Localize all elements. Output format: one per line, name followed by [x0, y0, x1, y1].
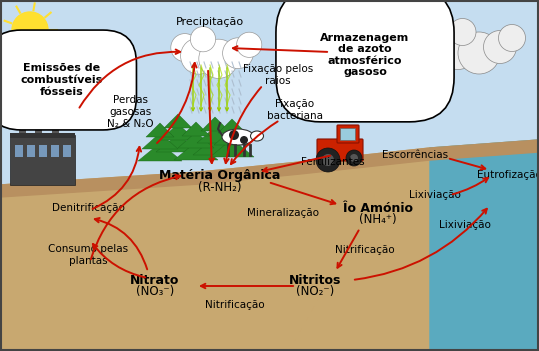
Circle shape — [499, 25, 526, 52]
Polygon shape — [193, 137, 237, 155]
Polygon shape — [164, 114, 192, 128]
Circle shape — [19, 100, 29, 110]
Circle shape — [449, 19, 476, 46]
Circle shape — [19, 92, 29, 102]
Circle shape — [223, 38, 253, 68]
Text: (R-NH₂): (R-NH₂) — [198, 180, 242, 193]
Circle shape — [35, 87, 45, 97]
Text: Nitrificação: Nitrificação — [205, 300, 265, 310]
Text: (NO₃⁻): (NO₃⁻) — [136, 285, 174, 298]
Text: Consumo pelas
plantas: Consumo pelas plantas — [48, 244, 128, 266]
Bar — [15, 145, 23, 157]
Circle shape — [19, 85, 29, 95]
Text: Fixação
bacteriana: Fixação bacteriana — [267, 99, 323, 121]
Text: Îo Amónio: Îo Amónio — [343, 201, 413, 214]
Text: Escorrências: Escorrências — [382, 150, 448, 160]
Text: Nitritos: Nitritos — [289, 273, 341, 286]
Polygon shape — [156, 134, 200, 152]
Ellipse shape — [251, 131, 264, 141]
Bar — [27, 145, 35, 157]
Polygon shape — [138, 143, 182, 161]
Bar — [10, 133, 75, 138]
Circle shape — [181, 38, 217, 74]
Circle shape — [458, 32, 500, 74]
FancyBboxPatch shape — [317, 139, 363, 161]
Text: Lixiviação: Lixiviação — [439, 220, 491, 230]
Polygon shape — [214, 129, 250, 145]
Bar — [340, 128, 355, 140]
Text: Emissões de
combustíveis
fósseis: Emissões de combustíveis fósseis — [21, 64, 103, 97]
Bar — [39, 145, 47, 157]
Polygon shape — [210, 139, 254, 157]
Circle shape — [237, 32, 262, 58]
Text: Matéria Orgânica: Matéria Orgânica — [160, 168, 281, 181]
Polygon shape — [0, 140, 539, 351]
Text: (NH₄⁺): (NH₄⁺) — [359, 213, 397, 226]
Circle shape — [52, 88, 62, 98]
Polygon shape — [142, 133, 178, 149]
Polygon shape — [182, 122, 210, 136]
Text: Fertilizantes: Fertilizantes — [301, 157, 365, 167]
Circle shape — [52, 95, 62, 105]
Text: Nitrificação: Nitrificação — [335, 245, 395, 255]
Circle shape — [240, 136, 248, 144]
Text: Perdas
gasosas
N₂ & N₂O: Perdas gasosas N₂ & N₂O — [107, 95, 153, 128]
Ellipse shape — [222, 129, 254, 145]
Bar — [52, 113, 59, 135]
Polygon shape — [146, 123, 174, 137]
Polygon shape — [174, 142, 218, 160]
Polygon shape — [197, 127, 233, 143]
Polygon shape — [178, 132, 214, 148]
Circle shape — [35, 80, 45, 90]
Bar — [19, 110, 26, 135]
Circle shape — [346, 150, 362, 166]
Polygon shape — [218, 119, 246, 133]
Text: Denitrificação: Denitrificação — [52, 203, 125, 213]
Circle shape — [52, 103, 62, 113]
Circle shape — [350, 154, 358, 162]
Circle shape — [483, 31, 516, 64]
Circle shape — [190, 27, 216, 52]
Text: Lixiviação: Lixiviação — [409, 190, 461, 200]
Bar — [63, 145, 71, 157]
Text: Precipitação: Precipitação — [176, 17, 244, 27]
Text: (NO₂⁻): (NO₂⁻) — [296, 285, 334, 298]
Text: Eutrofização: Eutrofização — [476, 170, 539, 180]
Bar — [51, 145, 59, 157]
Circle shape — [439, 31, 478, 69]
Text: Armazenagem
de azoto
atmosférico
gasoso: Armazenagem de azoto atmosférico gasoso — [320, 33, 410, 78]
Polygon shape — [0, 140, 539, 197]
FancyBboxPatch shape — [337, 125, 359, 143]
Bar — [35, 105, 42, 135]
Circle shape — [171, 34, 199, 61]
Text: Nitrato: Nitrato — [130, 273, 179, 286]
Polygon shape — [201, 117, 229, 131]
Circle shape — [428, 26, 458, 56]
Polygon shape — [430, 140, 539, 351]
Polygon shape — [160, 124, 196, 140]
Circle shape — [12, 12, 48, 48]
Text: Fixação pelos
raios: Fixação pelos raios — [243, 64, 313, 86]
Circle shape — [229, 130, 239, 140]
Circle shape — [322, 154, 334, 166]
Bar — [10, 135, 75, 185]
Circle shape — [35, 95, 45, 105]
Circle shape — [199, 39, 238, 78]
Circle shape — [316, 148, 340, 172]
Text: Mineralização: Mineralização — [247, 208, 319, 218]
